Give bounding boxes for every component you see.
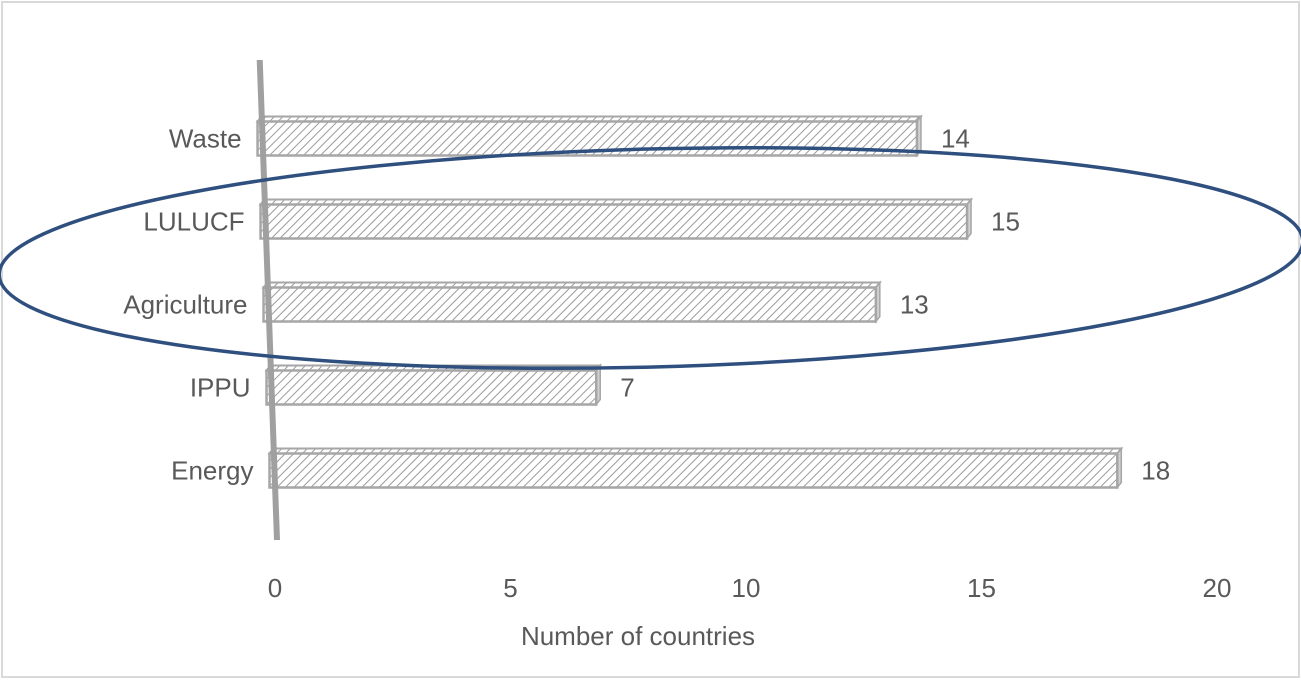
bar-agriculture [262,286,878,323]
labels-layer: Energy 18 IPPU 7 Agriculture 13 LULUCF 15 Waste 1… [123,124,1231,604]
x-tick-label: 20 [1203,573,1232,603]
category-label-agriculture: Agriculture [123,290,247,320]
x-tick-label: 5 [503,573,517,603]
bar-energy [268,452,1119,489]
value-label-ippu: 7 [620,373,634,403]
category-label-energy: Energy [171,456,253,486]
bars-layer [255,114,1124,490]
category-label-ippu: IPPU [190,373,251,403]
value-label-agriculture: 13 [900,290,929,320]
bar-ippu [265,369,598,406]
category-label-lulucf: LULUCF [143,207,244,237]
bar-lulucf [259,203,969,240]
category-label-waste: Waste [169,124,242,154]
x-tick-label: 15 [967,573,996,603]
x-tick-label: 10 [732,573,761,603]
x-tick-label: 0 [268,573,282,603]
value-label-waste: 14 [941,124,970,154]
value-label-energy: 18 [1141,456,1170,486]
highlight-ellipse [0,145,1301,371]
x-axis-title: Number of countries [521,621,755,651]
highlight-layer [0,145,1301,371]
value-label-lulucf: 15 [991,207,1020,237]
